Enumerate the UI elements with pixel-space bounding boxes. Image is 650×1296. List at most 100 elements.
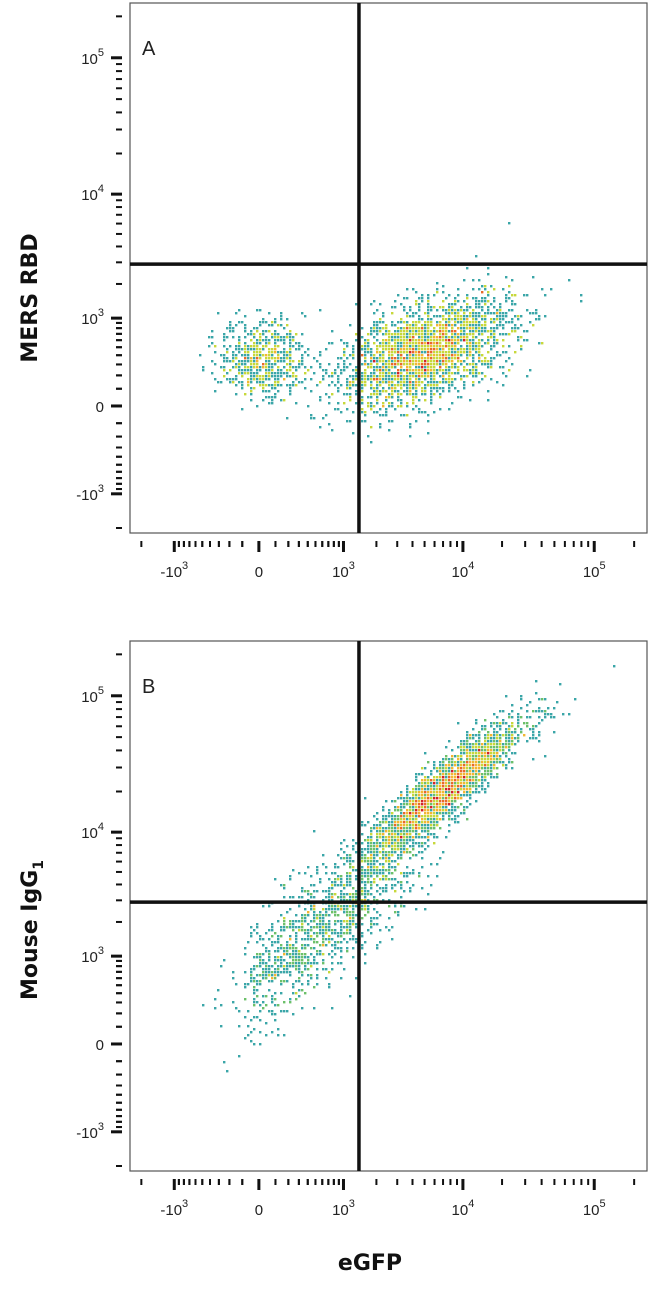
event-cell bbox=[268, 956, 271, 959]
event-cell bbox=[328, 938, 331, 941]
event-cell bbox=[430, 863, 433, 866]
event-cell bbox=[517, 336, 520, 339]
event-cell bbox=[346, 926, 349, 929]
event-cell bbox=[457, 396, 460, 399]
event-cell bbox=[316, 914, 319, 917]
event-cell bbox=[298, 905, 301, 908]
event-cell bbox=[415, 815, 418, 818]
event-cell bbox=[421, 294, 424, 297]
event-cell bbox=[253, 333, 256, 336]
event-cell bbox=[337, 947, 340, 950]
event-cell bbox=[424, 752, 427, 755]
y-tick-label: 105 bbox=[81, 47, 104, 68]
event-cell bbox=[403, 336, 406, 339]
event-cell bbox=[445, 764, 448, 767]
event-cell bbox=[373, 866, 376, 869]
event-cell bbox=[343, 899, 346, 902]
event-cell bbox=[409, 393, 412, 396]
event-cell bbox=[310, 953, 313, 956]
event-cell bbox=[466, 342, 469, 345]
event-cell bbox=[433, 306, 436, 309]
event-cell bbox=[268, 378, 271, 381]
event-cell bbox=[484, 719, 487, 722]
event-cell bbox=[436, 369, 439, 372]
event-cell bbox=[487, 366, 490, 369]
event-cell bbox=[430, 806, 433, 809]
event-cell bbox=[397, 363, 400, 366]
event-cell bbox=[454, 363, 457, 366]
event-cell bbox=[268, 396, 271, 399]
event-cell bbox=[430, 785, 433, 788]
event-cell bbox=[289, 354, 292, 357]
event-cell bbox=[541, 342, 544, 345]
event-cell bbox=[343, 369, 346, 372]
event-cell bbox=[388, 872, 391, 875]
event-cell bbox=[376, 842, 379, 845]
event-cell bbox=[460, 773, 463, 776]
event-cell bbox=[343, 402, 346, 405]
event-cell bbox=[373, 896, 376, 899]
event-cell bbox=[448, 375, 451, 378]
event-cell bbox=[445, 339, 448, 342]
event-cell bbox=[424, 830, 427, 833]
event-cell bbox=[508, 728, 511, 731]
event-cell bbox=[394, 306, 397, 309]
event-cell bbox=[442, 330, 445, 333]
event-cell bbox=[409, 821, 412, 824]
event-cell bbox=[406, 297, 409, 300]
event-cell bbox=[271, 321, 274, 324]
event-cell bbox=[391, 851, 394, 854]
event-cell bbox=[265, 357, 268, 360]
event-cell bbox=[298, 953, 301, 956]
event-cell bbox=[274, 372, 277, 375]
event-cell bbox=[304, 387, 307, 390]
event-cell bbox=[487, 755, 490, 758]
event-cell bbox=[394, 390, 397, 393]
event-cell bbox=[391, 372, 394, 375]
event-cell bbox=[346, 393, 349, 396]
event-cell bbox=[433, 345, 436, 348]
event-cell bbox=[271, 396, 274, 399]
event-cell bbox=[439, 803, 442, 806]
event-cell bbox=[394, 824, 397, 827]
event-cell bbox=[484, 303, 487, 306]
event-cell bbox=[403, 330, 406, 333]
event-cell bbox=[502, 366, 505, 369]
event-cell bbox=[370, 860, 373, 863]
event-cell bbox=[289, 360, 292, 363]
y-tick-label: 103 bbox=[81, 307, 104, 328]
event-cell bbox=[400, 348, 403, 351]
event-cell bbox=[262, 390, 265, 393]
event-cell bbox=[370, 366, 373, 369]
event-cell bbox=[304, 929, 307, 932]
event-cell bbox=[538, 707, 541, 710]
event-cell bbox=[346, 342, 349, 345]
event-cell bbox=[382, 342, 385, 345]
event-cell bbox=[463, 333, 466, 336]
event-cell bbox=[295, 914, 298, 917]
event-cell bbox=[364, 905, 367, 908]
event-cell bbox=[319, 911, 322, 914]
event-cell bbox=[460, 306, 463, 309]
event-cell bbox=[253, 1004, 256, 1007]
event-cell bbox=[232, 1001, 235, 1004]
event-cell bbox=[295, 941, 298, 944]
event-cell bbox=[274, 351, 277, 354]
event-cell bbox=[502, 318, 505, 321]
event-cell bbox=[373, 369, 376, 372]
event-cell bbox=[493, 740, 496, 743]
event-cell bbox=[250, 968, 253, 971]
event-cell bbox=[379, 354, 382, 357]
event-cell bbox=[355, 303, 358, 306]
event-cell bbox=[439, 375, 442, 378]
event-cell bbox=[280, 929, 283, 932]
event-cell bbox=[421, 791, 424, 794]
event-cell bbox=[433, 785, 436, 788]
event-cell bbox=[379, 375, 382, 378]
event-cell bbox=[448, 360, 451, 363]
event-cell bbox=[391, 354, 394, 357]
event-cell bbox=[406, 330, 409, 333]
event-cell bbox=[409, 435, 412, 438]
event-cell bbox=[283, 1010, 286, 1013]
event-cell bbox=[397, 354, 400, 357]
